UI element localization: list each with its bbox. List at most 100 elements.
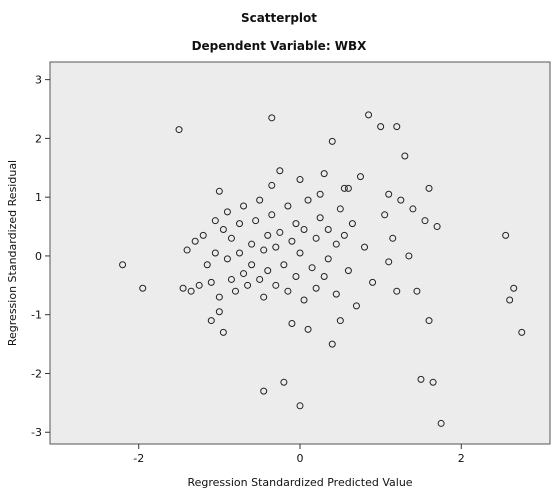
data-point	[280, 261, 288, 269]
data-point	[385, 258, 393, 266]
data-point	[256, 196, 264, 204]
chart-title: Scatterplot	[241, 11, 317, 25]
data-point	[268, 114, 276, 122]
data-point	[352, 302, 360, 310]
data-point	[211, 217, 219, 225]
data-point	[187, 287, 195, 295]
data-point	[324, 225, 332, 233]
data-point	[385, 190, 393, 198]
data-point	[236, 220, 244, 228]
data-point	[219, 225, 227, 233]
data-point	[425, 317, 433, 325]
data-point	[227, 275, 235, 283]
data-point	[276, 167, 284, 175]
x-tick-label: 0	[297, 452, 304, 465]
data-point	[393, 287, 401, 295]
data-point	[316, 214, 324, 222]
data-point	[316, 190, 324, 198]
data-point	[119, 261, 127, 269]
data-point	[175, 126, 183, 134]
data-point	[344, 267, 352, 275]
data-point	[417, 375, 425, 383]
data-point	[393, 123, 401, 131]
data-point	[296, 402, 304, 410]
data-point	[203, 261, 211, 269]
y-tick-label: 0	[35, 250, 42, 263]
data-point	[231, 287, 239, 295]
x-axis-title: Regression Standardized Predicted Value	[187, 476, 412, 489]
data-point	[272, 243, 280, 251]
data-point	[433, 223, 441, 231]
data-point	[296, 249, 304, 257]
data-point	[328, 340, 336, 348]
y-tick-label: 1	[35, 191, 42, 204]
data-point	[401, 152, 409, 160]
y-tick-label: -1	[31, 309, 42, 322]
data-point	[268, 211, 276, 219]
data-point	[361, 243, 369, 251]
x-axis: -2024	[133, 444, 465, 465]
data-point	[510, 284, 518, 292]
data-point	[240, 202, 248, 210]
data-point	[336, 205, 344, 213]
chart-subtitle: Dependent Variable: WBX	[192, 39, 368, 53]
plot-area	[49, 61, 551, 445]
data-point	[227, 234, 235, 242]
data-point	[300, 296, 308, 304]
data-point	[215, 308, 223, 316]
data-point	[199, 231, 207, 239]
data-point	[425, 184, 433, 192]
data-point	[252, 217, 260, 225]
data-point	[219, 328, 227, 336]
data-point	[365, 111, 373, 119]
data-point	[312, 234, 320, 242]
data-point	[195, 281, 203, 289]
data-point	[260, 387, 268, 395]
data-point	[288, 237, 296, 245]
data-point	[248, 261, 256, 269]
data-point	[268, 181, 276, 189]
data-point	[223, 255, 231, 263]
data-point	[139, 284, 147, 292]
data-point	[518, 328, 526, 336]
data-point	[336, 317, 344, 325]
data-point	[332, 290, 340, 298]
data-point	[215, 293, 223, 301]
data-point	[356, 173, 364, 181]
data-point	[506, 296, 514, 304]
data-point	[240, 270, 248, 278]
data-point	[381, 211, 389, 219]
y-axis: -3 -2 -1 0 1 2 3	[31, 74, 50, 439]
x-tick-label: -2	[133, 452, 144, 465]
data-points	[119, 111, 526, 427]
data-point	[292, 273, 300, 281]
data-point	[260, 246, 268, 254]
data-point	[264, 231, 272, 239]
data-point	[244, 281, 252, 289]
data-point	[276, 228, 284, 236]
data-point	[421, 217, 429, 225]
data-point	[377, 123, 385, 131]
data-point	[292, 220, 300, 228]
data-point	[328, 137, 336, 145]
data-point	[332, 240, 340, 248]
data-point	[264, 267, 272, 275]
data-point	[324, 255, 332, 263]
data-point	[320, 170, 328, 178]
data-point	[348, 220, 356, 228]
data-point	[223, 208, 231, 216]
data-point	[320, 273, 328, 281]
data-point	[191, 237, 199, 245]
y-tick-label: -2	[31, 367, 42, 380]
data-point	[300, 225, 308, 233]
data-point	[183, 246, 191, 254]
data-point	[284, 287, 292, 295]
data-point	[296, 176, 304, 184]
data-point	[340, 231, 348, 239]
y-tick-label: -3	[31, 426, 42, 439]
y-axis-title: Regression Standardized Residual	[6, 160, 19, 346]
data-point	[304, 196, 312, 204]
data-point	[369, 278, 377, 286]
data-point	[207, 278, 215, 286]
